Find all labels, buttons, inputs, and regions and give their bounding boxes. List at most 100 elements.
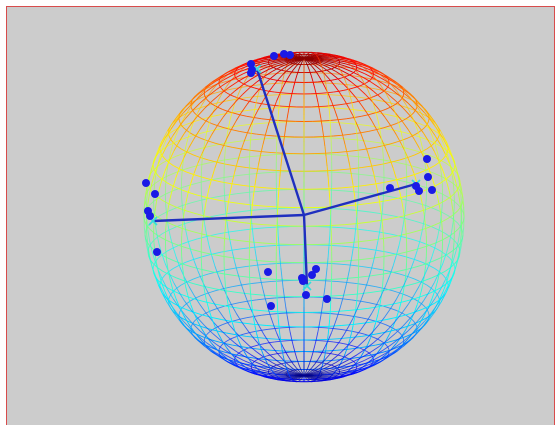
mesh-latitude-segment bbox=[330, 79, 335, 81]
data-point[interactable] bbox=[302, 291, 310, 299]
mesh-longitude-segment bbox=[300, 53, 303, 57]
mesh-latitude-segment bbox=[396, 120, 403, 124]
data-point[interactable] bbox=[153, 248, 161, 256]
mesh-longitude-segment bbox=[375, 314, 379, 323]
data-point[interactable] bbox=[424, 173, 432, 181]
mesh-longitude-segment bbox=[423, 208, 426, 220]
mesh-longitude-segment bbox=[201, 272, 204, 283]
mesh-longitude-segment bbox=[279, 86, 284, 94]
data-point[interactable] bbox=[247, 69, 255, 77]
sphere-scene[interactable] bbox=[7, 7, 554, 425]
data-point[interactable] bbox=[323, 295, 331, 303]
mesh-latitude-segment bbox=[454, 240, 458, 245]
data-point[interactable] bbox=[247, 60, 255, 68]
mesh-latitude-segment bbox=[343, 309, 356, 312]
mesh-longitude-segment bbox=[162, 130, 168, 141]
mesh-longitude-segment bbox=[172, 298, 180, 308]
mesh-longitude-segment bbox=[380, 97, 389, 106]
data-point[interactable] bbox=[146, 212, 154, 220]
mesh-longitude-segment bbox=[440, 279, 446, 290]
mesh-latitude-segment bbox=[350, 264, 362, 267]
mesh-latitude-segment bbox=[191, 230, 202, 235]
mesh-longitude-segment bbox=[305, 368, 309, 373]
mesh-longitude-segment bbox=[153, 180, 156, 192]
mesh-longitude-segment bbox=[324, 370, 335, 374]
mesh-latitude-segment bbox=[390, 301, 402, 306]
mesh-longitude-segment bbox=[400, 132, 404, 143]
mesh-latitude-segment bbox=[385, 324, 391, 328]
mesh-longitude-segment bbox=[409, 309, 418, 319]
data-points[interactable] bbox=[142, 50, 436, 310]
data-point[interactable] bbox=[428, 186, 436, 194]
mesh-latitude-segment bbox=[425, 205, 435, 210]
data-point[interactable] bbox=[270, 52, 278, 60]
data-point[interactable] bbox=[386, 184, 394, 192]
mesh-longitude-segment bbox=[317, 365, 325, 371]
mesh-latitude-segment bbox=[250, 223, 264, 226]
mesh-latitude-segment bbox=[386, 179, 397, 183]
mesh-longitude-segment bbox=[314, 64, 320, 70]
data-point[interactable] bbox=[151, 190, 159, 198]
mesh-longitude-segment bbox=[146, 188, 149, 199]
mesh-longitude-segment bbox=[276, 332, 281, 341]
mesh-longitude-segment bbox=[401, 304, 409, 314]
mesh-longitude-segment bbox=[294, 75, 298, 82]
data-point[interactable] bbox=[312, 265, 320, 273]
mesh-longitude-segment bbox=[272, 362, 281, 368]
mesh-longitude-segment bbox=[395, 309, 400, 319]
mesh-longitude-segment bbox=[183, 147, 190, 158]
mesh-longitude-segment bbox=[385, 275, 390, 286]
mesh-longitude-segment bbox=[433, 151, 440, 162]
data-point[interactable] bbox=[423, 155, 431, 163]
sphere-mesh[interactable] bbox=[143, 51, 465, 383]
data-point[interactable] bbox=[142, 179, 150, 187]
mesh-longitude-segment bbox=[442, 282, 447, 293]
mesh-latitude-segment bbox=[434, 268, 440, 273]
data-point[interactable] bbox=[280, 50, 288, 58]
mesh-longitude-segment bbox=[223, 266, 226, 277]
mesh-latitude-segment bbox=[159, 253, 167, 258]
mesh-longitude-segment bbox=[367, 272, 371, 283]
mesh-longitude-segment bbox=[246, 123, 252, 133]
data-point[interactable] bbox=[267, 302, 275, 310]
mesh-latitude-segment bbox=[254, 186, 267, 189]
mesh-longitude-segment bbox=[193, 162, 199, 174]
mesh-longitude-segment bbox=[305, 53, 308, 57]
mesh-latitude-segment bbox=[249, 330, 256, 334]
mesh-latitude-segment bbox=[217, 349, 225, 353]
data-point[interactable] bbox=[264, 268, 272, 276]
mesh-longitude-segment bbox=[382, 157, 385, 168]
mesh-latitude-segment bbox=[181, 184, 192, 189]
data-point[interactable] bbox=[286, 51, 294, 59]
mesh-longitude-segment bbox=[330, 363, 341, 369]
mesh-longitude-segment bbox=[231, 171, 236, 183]
mesh-longitude-segment bbox=[391, 337, 401, 345]
mesh-longitude-segment bbox=[415, 110, 423, 119]
mesh-longitude-segment bbox=[231, 103, 236, 112]
mesh-longitude-segment bbox=[343, 56, 350, 60]
axis-left-line bbox=[152, 213, 305, 223]
mesh-longitude-segment bbox=[434, 144, 439, 155]
mesh-latitude-segment bbox=[434, 287, 442, 292]
mesh-latitude-segment bbox=[436, 294, 440, 299]
mesh-longitude-segment bbox=[352, 357, 362, 363]
plot-viewport[interactable] bbox=[6, 6, 555, 425]
mesh-latitude-segment bbox=[353, 109, 365, 112]
mesh-latitude-segment bbox=[149, 201, 154, 206]
mesh-latitude-segment bbox=[212, 195, 225, 199]
mesh-longitude-segment bbox=[423, 266, 429, 277]
mesh-latitude-segment bbox=[218, 84, 221, 88]
mesh-latitude-segment bbox=[400, 299, 411, 303]
data-point[interactable] bbox=[415, 187, 423, 195]
mesh-longitude-segment bbox=[281, 349, 284, 356]
mesh-longitude-segment bbox=[299, 368, 303, 373]
mesh-longitude-segment bbox=[419, 138, 423, 148]
mesh-latitude-segment bbox=[262, 242, 277, 245]
data-point[interactable] bbox=[308, 271, 316, 279]
mesh-longitude-segment bbox=[241, 363, 248, 369]
mesh-longitude-segment bbox=[234, 342, 243, 350]
mesh-latitude-segment bbox=[421, 281, 428, 286]
mesh-longitude-segment bbox=[317, 54, 325, 56]
mesh-longitude-segment bbox=[242, 339, 251, 347]
data-point[interactable] bbox=[299, 277, 307, 285]
